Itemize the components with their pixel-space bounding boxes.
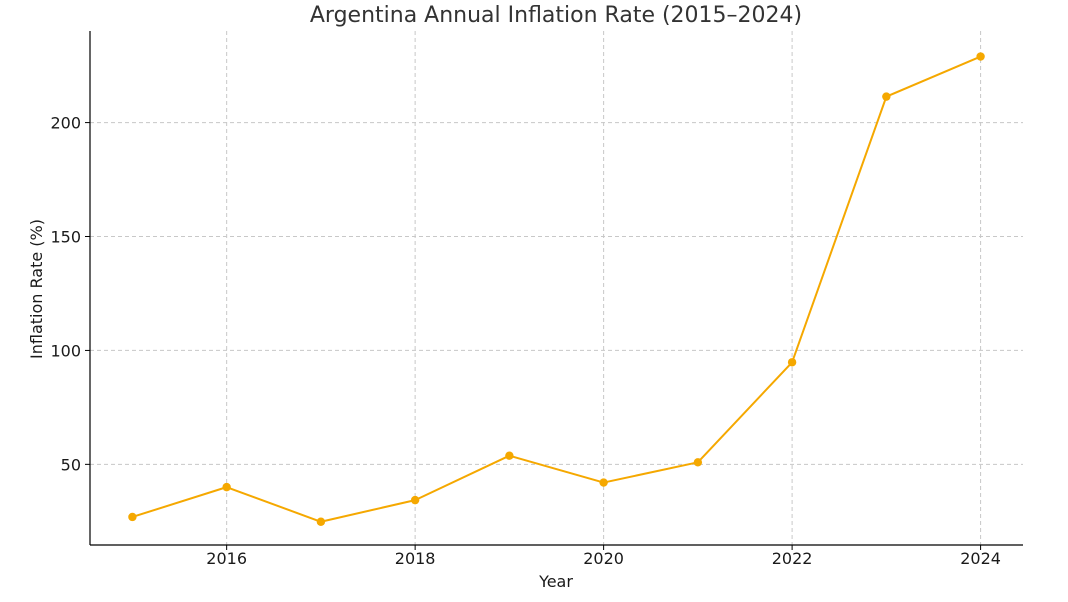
- chart-title: Argentina Annual Inflation Rate (2015–20…: [310, 3, 802, 28]
- data-point-2024: [976, 52, 985, 61]
- x-tick-label: 2018: [395, 549, 436, 568]
- data-point-2019: [505, 451, 514, 460]
- y-tick-label: 100: [50, 341, 81, 360]
- series: [128, 52, 985, 526]
- data-point-2017: [316, 517, 326, 526]
- x-tick-label: 2024: [960, 549, 1001, 568]
- x-tick-label: 2022: [772, 549, 813, 568]
- x-tick-label: 2016: [206, 549, 247, 568]
- y-tick-label: 200: [50, 114, 81, 133]
- data-point-2018: [410, 495, 420, 505]
- data-point-2022: [787, 358, 797, 367]
- axes: [89, 31, 1023, 546]
- x-tick-label: 2020: [583, 549, 624, 568]
- y-axis-label: Inflation Rate (%): [27, 219, 46, 359]
- ticks: 2016 2018 2020 2022 2024 50 100 150 200: [50, 114, 1000, 568]
- y-tick-label: 50: [61, 455, 81, 474]
- grid: [90, 31, 1023, 545]
- data-point-2023: [882, 92, 891, 101]
- data-point-2021: [693, 458, 703, 467]
- series-line: [132, 55, 981, 523]
- y-tick-label: 150: [50, 228, 81, 247]
- data-point-2015: [128, 512, 137, 522]
- data-point-2016: [222, 482, 231, 492]
- x-axis-label: Year: [538, 572, 573, 591]
- data-point-2020: [599, 478, 608, 487]
